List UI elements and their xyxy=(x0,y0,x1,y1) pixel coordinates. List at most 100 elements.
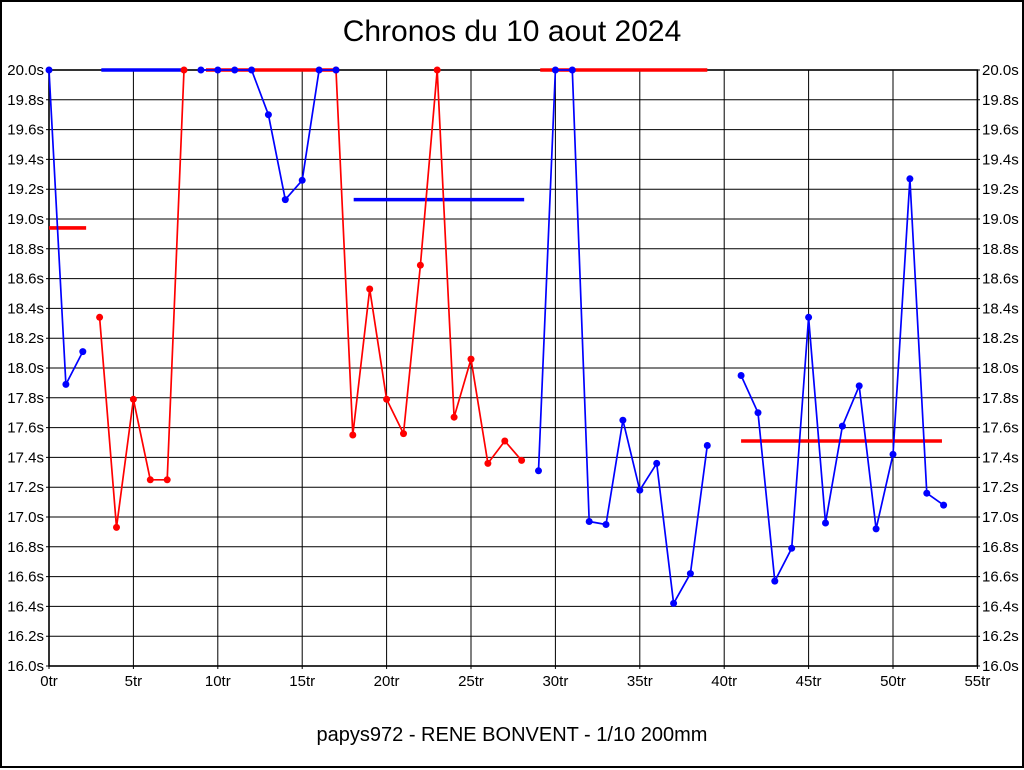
blue-series-data-point xyxy=(197,66,205,74)
y-axis-tick-label-left: 16.8s xyxy=(7,539,44,556)
blue-series-data-point xyxy=(906,175,914,183)
plot-border-layer xyxy=(48,69,979,667)
blue-series-line xyxy=(740,177,945,582)
x-axis-tick-label: 10tr xyxy=(205,673,231,690)
blue-series-data-point xyxy=(788,544,796,552)
red-series-data-point xyxy=(467,355,475,363)
blue-series-data-point xyxy=(771,577,779,585)
blue-series-data-point xyxy=(281,196,289,204)
blue-series-data-point xyxy=(551,66,559,74)
y-axis-tick-label-left: 18.6s xyxy=(7,271,44,288)
chart-subtitle: papys972 - RENE BONVENT - 1/10 200mm xyxy=(316,724,708,746)
series-layer xyxy=(45,66,948,607)
plot-border xyxy=(48,69,979,667)
x-axis-tick-label: 50tr xyxy=(880,673,906,690)
red-series-data-point xyxy=(433,66,441,74)
y-axis-tick-label-right: 18.6s xyxy=(982,271,1019,288)
y-axis-tick-label-right: 17.6s xyxy=(982,420,1019,437)
y-axis-tick-label-right: 18.2s xyxy=(982,330,1019,347)
red-series-data-point xyxy=(349,431,357,439)
blue-series-data-point xyxy=(855,382,863,390)
axis-label-layer: 20.0s 20.0s 19.8s 19.8s 19.6s 19.6s 19.4s 19.4s… xyxy=(7,62,1018,690)
y-axis-tick-label-left: 19.4s xyxy=(7,151,44,168)
y-axis-tick-label-left: 20.0s xyxy=(7,62,44,79)
blue-series-data-point xyxy=(940,501,948,509)
blue-series-data-point xyxy=(45,66,53,74)
y-axis-tick-label-left: 17.2s xyxy=(7,479,44,496)
blue-series-data-point xyxy=(332,66,340,74)
red-series-data-point xyxy=(113,523,120,531)
y-axis-tick-label-left: 19.0s xyxy=(7,211,44,228)
red-series-line xyxy=(335,69,523,465)
red-series-data-point xyxy=(450,413,458,421)
y-axis-tick-label-left: 17.6s xyxy=(7,420,44,437)
y-axis-tick-label-left: 18.4s xyxy=(7,300,44,317)
y-axis-tick-label-left: 18.2s xyxy=(7,330,44,347)
y-axis-tick-label-right: 19.0s xyxy=(982,211,1019,228)
red-series-data-point xyxy=(96,313,104,321)
y-axis-tick-label-right: 19.8s xyxy=(982,92,1019,109)
blue-series-line xyxy=(537,69,709,605)
red-series-data-point xyxy=(129,395,137,403)
average-lines-layer xyxy=(49,68,942,443)
chart-title: Chronos du 10 aout 2024 xyxy=(342,15,682,48)
y-axis-tick-label-right: 17.0s xyxy=(982,509,1019,526)
y-axis-tick-label-left: 18.0s xyxy=(7,360,44,377)
y-axis-tick-label-left: 18.8s xyxy=(7,241,44,258)
y-axis-tick-label-left: 16.0s xyxy=(7,658,44,675)
y-axis-tick-label-left: 16.6s xyxy=(7,569,44,586)
x-axis-tick-label: 25tr xyxy=(458,673,484,690)
x-axis-tick-label: 20tr xyxy=(374,673,400,690)
x-axis-tick-label: 40tr xyxy=(711,673,737,690)
y-axis-tick-label-right: 18.8s xyxy=(982,241,1019,258)
x-axis-tick-label: 45tr xyxy=(796,673,822,690)
blue-series-data-point xyxy=(737,372,745,379)
red-series-data-point xyxy=(400,430,407,438)
blue-series-data-point xyxy=(703,442,711,449)
blue-series-line xyxy=(200,69,336,201)
blue-series-data-point xyxy=(754,409,762,417)
y-axis-tick-label-left: 17.0s xyxy=(7,509,44,526)
blue-series-data-point xyxy=(872,525,880,533)
x-axis-tick-label: 5tr xyxy=(125,673,143,690)
blue-series-data-point xyxy=(248,66,256,74)
red-series-data-point xyxy=(484,459,492,467)
red-series-data-point xyxy=(146,476,154,484)
red-series-line xyxy=(98,69,185,529)
blue-series-data-point xyxy=(79,348,87,356)
x-axis-tick-label: 0tr xyxy=(40,673,58,690)
y-axis-tick-label-right: 17.8s xyxy=(982,390,1019,407)
y-axis-tick-label-left: 16.2s xyxy=(7,628,44,645)
blue-series-data-point xyxy=(838,422,846,430)
blue-series-data-point xyxy=(585,518,593,525)
y-axis-tick-label-left: 17.4s xyxy=(7,449,44,466)
red-series-data-point xyxy=(416,261,424,269)
blue-series-data-point xyxy=(822,519,829,527)
blue-series-data-point xyxy=(62,380,70,388)
red-series-data-point xyxy=(366,285,374,293)
blue-series-data-point xyxy=(231,66,239,74)
blue-series-data-point xyxy=(298,176,306,184)
blue-series-data-point xyxy=(264,111,272,119)
blue-series-data-point xyxy=(923,489,931,497)
blue-series-data-point xyxy=(315,66,323,74)
blue-series-data-point xyxy=(686,570,694,578)
blue-series-data-point xyxy=(602,521,610,528)
blue-series-data-point xyxy=(805,313,813,321)
blue-series-data-point xyxy=(889,450,897,458)
y-axis-tick-label-left: 19.8s xyxy=(7,92,44,109)
blue-series-data-point xyxy=(535,467,542,475)
blue-series-data-point xyxy=(653,459,661,467)
y-axis-tick-label-right: 16.0s xyxy=(982,658,1019,675)
blue-series-data-point xyxy=(214,66,222,74)
y-axis-tick-label-left: 19.6s xyxy=(7,122,44,139)
x-axis-tick-label: 55tr xyxy=(964,673,990,690)
y-axis-tick-label-left: 17.8s xyxy=(7,390,44,407)
blue-series-data-point xyxy=(636,486,644,494)
red-series-data-point xyxy=(518,456,526,464)
y-axis-tick-label-right: 16.6s xyxy=(982,569,1019,586)
y-axis-tick-label-left: 19.2s xyxy=(7,181,44,198)
red-series-data-point xyxy=(180,66,188,74)
y-axis-tick-label-left: 16.4s xyxy=(7,598,44,615)
